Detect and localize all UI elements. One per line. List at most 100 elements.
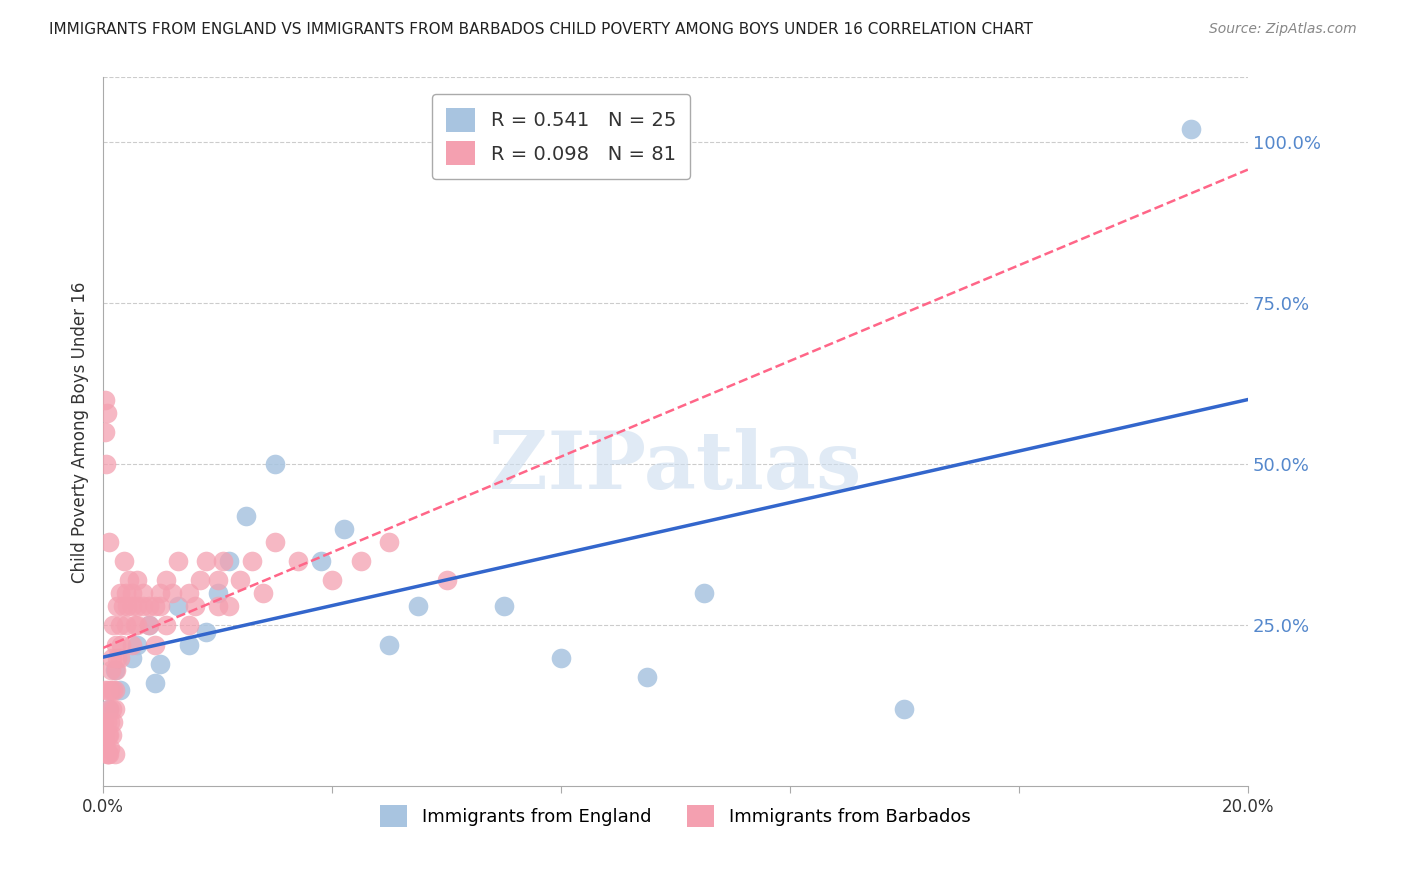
- Point: [190, 573, 212, 587]
- Point: [177, 638, 200, 652]
- Point: [195, 624, 218, 639]
- Point: [195, 554, 218, 568]
- Point: [94, 392, 117, 407]
- Point: [138, 618, 160, 632]
- Point: [263, 457, 285, 471]
- Point: [132, 599, 155, 613]
- Point: [693, 586, 716, 600]
- Point: [240, 554, 263, 568]
- Point: [94, 425, 117, 439]
- Point: [121, 638, 143, 652]
- Text: IMMIGRANTS FROM ENGLAND VS IMMIGRANTS FROM BARBADOS CHILD POVERTY AMONG BOYS UND: IMMIGRANTS FROM ENGLAND VS IMMIGRANTS FR…: [49, 22, 1033, 37]
- Point: [218, 554, 240, 568]
- Point: [107, 650, 129, 665]
- Point: [235, 508, 257, 523]
- Point: [160, 586, 183, 600]
- Point: [1180, 122, 1202, 136]
- Point: [103, 714, 125, 729]
- Point: [96, 406, 118, 420]
- Point: [143, 676, 166, 690]
- Text: Source: ZipAtlas.com: Source: ZipAtlas.com: [1209, 22, 1357, 37]
- Point: [138, 618, 160, 632]
- Point: [143, 638, 166, 652]
- Point: [100, 682, 122, 697]
- Point: [115, 618, 138, 632]
- Point: [149, 599, 172, 613]
- Point: [103, 618, 125, 632]
- Point: [94, 457, 117, 471]
- Point: [97, 747, 120, 762]
- Legend: Immigrants from England, Immigrants from Barbados: Immigrants from England, Immigrants from…: [373, 797, 979, 834]
- Point: [112, 599, 135, 613]
- Point: [121, 599, 143, 613]
- Point: [252, 586, 274, 600]
- Point: [100, 664, 122, 678]
- Point: [104, 638, 127, 652]
- Point: [110, 682, 132, 697]
- Point: [94, 682, 117, 697]
- Point: [100, 702, 122, 716]
- Point: [97, 728, 120, 742]
- Y-axis label: Child Poverty Among Boys Under 16: Child Poverty Among Boys Under 16: [72, 281, 89, 582]
- Point: [149, 586, 172, 600]
- Point: [103, 682, 125, 697]
- Point: [98, 714, 121, 729]
- Point: [98, 740, 121, 755]
- Point: [492, 599, 515, 613]
- Point: [101, 682, 124, 697]
- Text: ZIPatlas: ZIPatlas: [489, 428, 862, 507]
- Point: [127, 638, 149, 652]
- Point: [110, 586, 132, 600]
- Point: [97, 702, 120, 716]
- Point: [263, 534, 285, 549]
- Point: [121, 586, 143, 600]
- Point: [93, 714, 115, 729]
- Point: [177, 586, 200, 600]
- Point: [115, 599, 138, 613]
- Point: [132, 586, 155, 600]
- Point: [94, 740, 117, 755]
- Point: [218, 599, 240, 613]
- Point: [115, 586, 138, 600]
- Point: [103, 747, 125, 762]
- Point: [406, 599, 429, 613]
- Point: [287, 554, 309, 568]
- Point: [96, 714, 118, 729]
- Point: [332, 522, 354, 536]
- Point: [96, 747, 118, 762]
- Point: [155, 573, 177, 587]
- Point: [124, 618, 146, 632]
- Point: [893, 702, 915, 716]
- Point: [97, 728, 120, 742]
- Point: [103, 664, 125, 678]
- Point: [378, 534, 401, 549]
- Point: [155, 618, 177, 632]
- Point: [101, 650, 124, 665]
- Point: [149, 657, 172, 671]
- Point: [350, 554, 373, 568]
- Point: [550, 650, 572, 665]
- Point: [97, 534, 120, 549]
- Point: [103, 702, 125, 716]
- Point: [143, 599, 166, 613]
- Point: [321, 573, 343, 587]
- Point: [636, 670, 658, 684]
- Point: [121, 650, 143, 665]
- Point: [97, 702, 120, 716]
- Point: [207, 586, 229, 600]
- Point: [97, 682, 120, 697]
- Point: [127, 573, 149, 587]
- Point: [166, 554, 188, 568]
- Point: [183, 599, 205, 613]
- Point: [177, 618, 200, 632]
- Point: [127, 599, 149, 613]
- Point: [166, 599, 188, 613]
- Point: [110, 638, 132, 652]
- Point: [309, 554, 332, 568]
- Point: [105, 664, 128, 678]
- Point: [118, 573, 141, 587]
- Point: [378, 638, 401, 652]
- Point: [110, 618, 132, 632]
- Point: [138, 599, 160, 613]
- Point: [212, 554, 235, 568]
